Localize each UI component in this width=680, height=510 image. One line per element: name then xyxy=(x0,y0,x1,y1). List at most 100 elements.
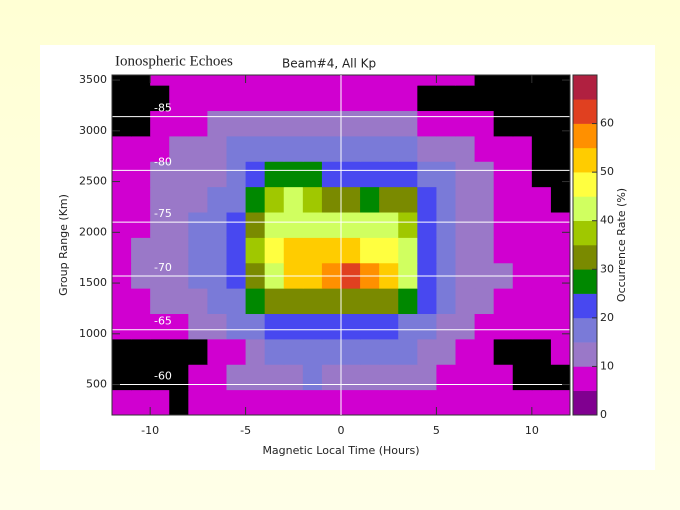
colorbar-segment xyxy=(573,293,597,319)
cell xyxy=(188,237,208,264)
cell xyxy=(417,288,437,315)
cell xyxy=(455,237,476,264)
cell xyxy=(169,186,189,213)
cell xyxy=(417,135,437,162)
cell xyxy=(512,313,533,340)
cell xyxy=(226,237,247,264)
overlay: -85-80-75-70-65-60-10 -5 0 5 105001000150020… xyxy=(79,73,614,437)
cell xyxy=(417,389,437,416)
cell xyxy=(169,135,189,162)
cell xyxy=(417,338,437,365)
x-tick-label: -5 xyxy=(240,424,251,437)
cell xyxy=(417,364,437,391)
colorbar-frame xyxy=(572,74,598,416)
cell xyxy=(302,338,323,365)
cell xyxy=(455,161,476,188)
colorbar-tick-label: 60 xyxy=(600,117,614,130)
cell xyxy=(321,313,342,340)
colorbar-segment xyxy=(573,245,597,270)
cell xyxy=(321,135,342,162)
cell xyxy=(379,110,399,137)
cell xyxy=(302,110,323,137)
cell xyxy=(169,237,189,264)
cell xyxy=(150,186,170,213)
cell xyxy=(398,338,418,365)
colorbar-segment xyxy=(573,342,597,367)
cell xyxy=(321,186,342,213)
cell xyxy=(455,186,476,213)
cell xyxy=(169,313,189,340)
cell xyxy=(245,110,266,137)
cell xyxy=(360,288,380,315)
cell xyxy=(436,288,456,315)
cell xyxy=(436,364,456,391)
cell xyxy=(321,85,342,112)
cell xyxy=(188,389,208,416)
cell xyxy=(455,364,476,391)
cell xyxy=(341,364,361,391)
cell xyxy=(474,313,495,340)
cell xyxy=(398,313,418,340)
cell xyxy=(112,288,132,315)
cell xyxy=(321,288,342,315)
y-tick-label: 2000 xyxy=(79,225,107,238)
cell xyxy=(379,389,399,416)
colorbar-segment xyxy=(573,390,597,416)
cell xyxy=(283,237,304,264)
cell xyxy=(550,110,571,137)
cell xyxy=(379,288,399,315)
colorbar-segment xyxy=(573,196,597,222)
cell xyxy=(112,313,132,340)
cell xyxy=(455,135,476,162)
cell xyxy=(360,338,380,365)
cell xyxy=(341,338,361,365)
cell xyxy=(283,212,304,238)
cell xyxy=(226,135,247,162)
cell xyxy=(321,237,342,264)
cell xyxy=(474,364,495,391)
cell xyxy=(302,364,323,391)
cell xyxy=(379,364,399,391)
cell xyxy=(169,212,189,238)
cell xyxy=(131,338,151,365)
cell xyxy=(150,161,170,188)
colorbar-segment xyxy=(573,75,597,100)
cell xyxy=(493,313,514,340)
cell xyxy=(360,85,380,112)
cell xyxy=(417,186,437,213)
cell xyxy=(550,161,571,188)
cell xyxy=(131,237,151,264)
cell xyxy=(264,288,285,315)
cell xyxy=(379,75,399,86)
latitude-label: -85 xyxy=(154,102,172,115)
cell xyxy=(531,288,552,315)
cell xyxy=(436,110,456,137)
cell xyxy=(188,161,208,188)
cell xyxy=(245,161,266,188)
colorbar-segment xyxy=(573,123,597,149)
cell xyxy=(493,338,514,365)
cell xyxy=(436,85,456,112)
cell xyxy=(283,364,304,391)
cell xyxy=(531,313,552,340)
cell xyxy=(550,75,571,86)
latitude-label: -80 xyxy=(154,155,172,168)
cell xyxy=(398,85,418,112)
cell xyxy=(207,110,227,137)
cell xyxy=(360,135,380,162)
cell xyxy=(341,75,361,86)
cell xyxy=(550,186,571,213)
cell xyxy=(188,85,208,112)
cell xyxy=(341,212,361,238)
cell xyxy=(341,288,361,315)
cell xyxy=(512,389,533,416)
cell xyxy=(512,110,533,137)
cell xyxy=(245,364,266,391)
cell xyxy=(531,186,552,213)
cell xyxy=(398,364,418,391)
cell xyxy=(169,75,189,86)
latitude-label: -65 xyxy=(154,315,172,328)
cell xyxy=(264,75,285,86)
cell xyxy=(531,75,552,86)
cell xyxy=(550,288,571,315)
